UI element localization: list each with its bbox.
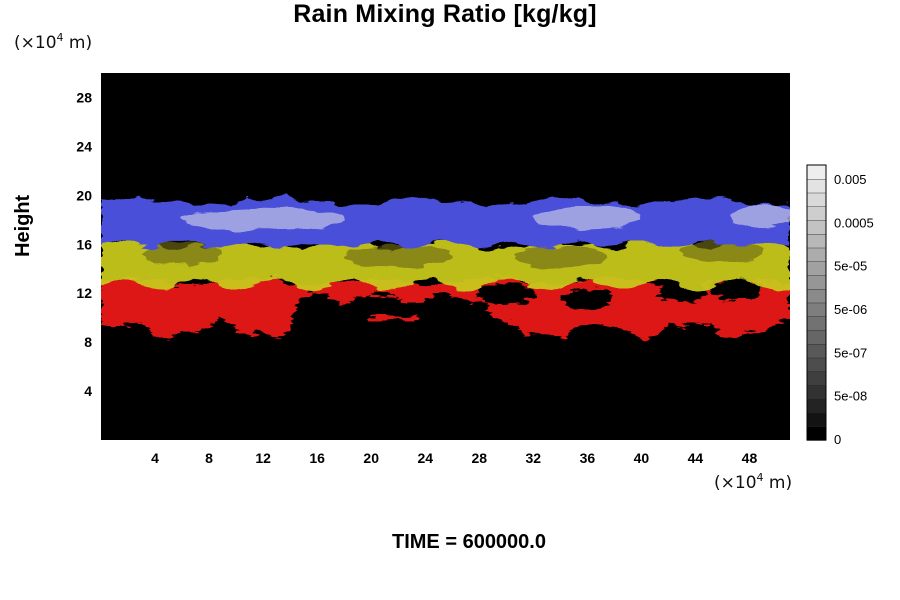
colorbar-level <box>806 316 827 331</box>
colorbar-level <box>806 302 827 317</box>
colorbar-tick-label: 0.005 <box>834 172 867 187</box>
x-tick-label: 40 <box>634 450 650 466</box>
y-unit-label: (×104 m) <box>14 31 93 53</box>
y-tick-label: 24 <box>76 138 92 154</box>
x-tick-labels: 4 8 12 16 20 24 28 32 36 40 44 48 <box>151 450 757 466</box>
x-tick-label: 24 <box>417 450 433 466</box>
colorbar-tick-label: 5e-07 <box>834 345 867 360</box>
rain-patch-red <box>368 315 419 321</box>
colorbar <box>806 164 827 441</box>
y-tick-label: 12 <box>76 285 92 301</box>
colorbar-tick-label: 0 <box>834 432 841 447</box>
colorbar-level <box>806 288 827 304</box>
x-tick-label: 12 <box>255 450 271 466</box>
colorbar-level <box>806 261 827 276</box>
y-tick-label: 28 <box>76 89 92 105</box>
y-tick-label: 20 <box>76 187 92 203</box>
x-unit-label: (×104 m) <box>714 471 793 493</box>
colorbar-tick-label: 5e-08 <box>834 389 867 404</box>
field-layers <box>101 195 790 342</box>
colorbar-level <box>806 164 827 180</box>
colorbar-level <box>806 398 827 414</box>
y-tick-labels: 4 8 12 16 20 24 28 <box>76 89 92 399</box>
y-tick-label: 16 <box>76 236 92 252</box>
x-tick-label: 48 <box>742 450 758 466</box>
time-footer: TIME = 600000.0 <box>392 531 546 553</box>
rain-layer-yellow <box>101 235 790 291</box>
colorbar-level <box>806 192 827 207</box>
x-tick-label: 44 <box>688 450 704 466</box>
x-tick-label: 32 <box>526 450 542 466</box>
blue-highlight <box>533 206 642 229</box>
x-tick-label: 16 <box>309 450 325 466</box>
olive-shade <box>141 243 223 266</box>
colorbar-level <box>806 412 827 427</box>
colorbar-level <box>806 329 827 345</box>
rain-layer-red <box>101 277 790 342</box>
colorbar-frame <box>806 164 827 441</box>
colorbar-tick-labels: 0.005 0.0005 5e-05 5e-06 5e-07 5e-08 0 <box>834 172 874 447</box>
olive-shade <box>344 245 453 268</box>
colorbar-level <box>806 274 827 290</box>
blue-highlight <box>729 205 790 228</box>
colorbar-tick-label: 5e-05 <box>834 259 867 274</box>
dry-pocket <box>708 277 763 300</box>
colorbar-level <box>806 343 827 359</box>
x-tick-label: 28 <box>471 450 487 466</box>
colorbar-level <box>806 178 827 194</box>
colorbar-level <box>806 357 827 372</box>
y-tick-label: 4 <box>84 383 92 399</box>
dry-pocket <box>563 288 612 311</box>
colorbar-level <box>806 206 827 221</box>
colorbar-level <box>806 247 827 262</box>
colorbar-tick-label: 0.0005 <box>834 215 874 230</box>
colorbar-tick-label: 5e-06 <box>834 302 867 317</box>
y-tick-label: 8 <box>84 334 92 350</box>
x-tick-label: 36 <box>580 450 596 466</box>
olive-shade <box>513 245 608 268</box>
colorbar-level <box>806 384 827 400</box>
chart-title: Rain Mixing Ratio [kg/kg] <box>293 0 597 28</box>
x-tick-label: 8 <box>205 450 213 466</box>
colorbar-level <box>806 219 827 235</box>
colorbar-level <box>806 371 827 386</box>
dry-pocket <box>476 282 537 305</box>
x-tick-label: 4 <box>151 450 159 466</box>
x-tick-label: 20 <box>363 450 379 466</box>
colorbar-level <box>806 426 827 441</box>
blue-highlight <box>182 208 345 231</box>
colorbar-level <box>806 233 827 249</box>
